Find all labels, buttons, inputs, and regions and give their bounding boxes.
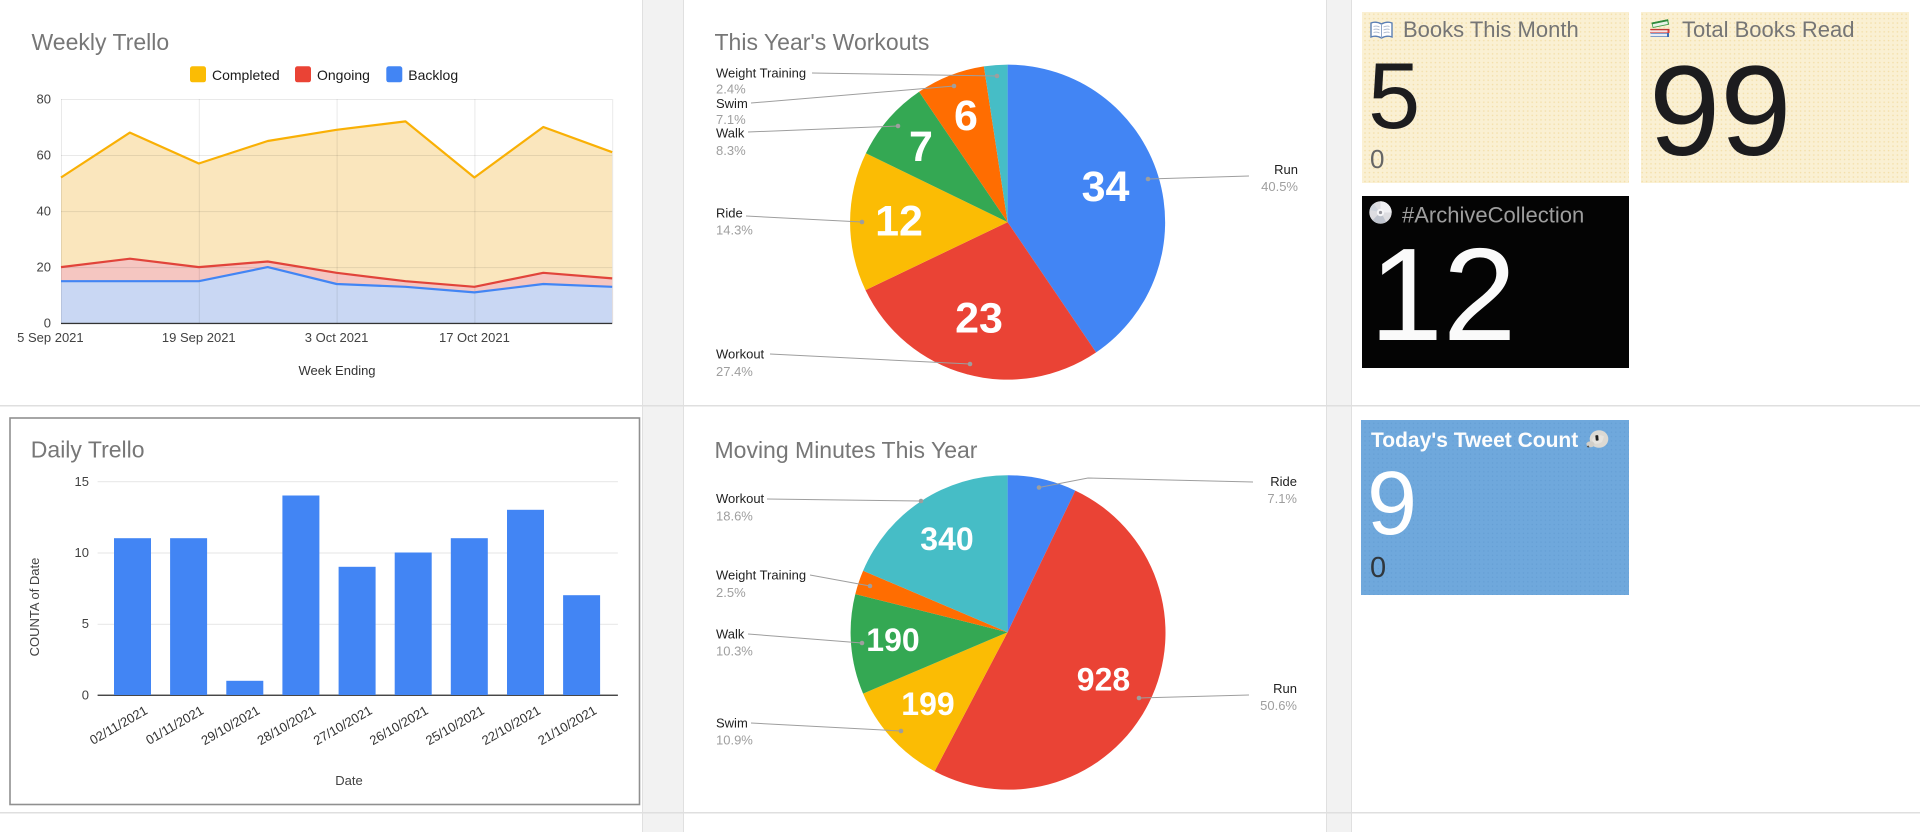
- svg-text:99: 99: [1649, 40, 1791, 183]
- svg-text:Today's Tweet Count: Today's Tweet Count: [1371, 429, 1578, 452]
- svg-text:Run: Run: [1274, 162, 1298, 177]
- svg-text:#ArchiveCollection: #ArchiveCollection: [1402, 203, 1584, 228]
- svg-text:10.3%: 10.3%: [716, 644, 753, 659]
- svg-text:25/10/2021: 25/10/2021: [423, 703, 487, 749]
- svg-text:Total Books Read: Total Books Read: [1682, 17, 1854, 42]
- svg-text:Moving Minutes This Year: Moving Minutes This Year: [715, 437, 978, 463]
- svg-text:8.3%: 8.3%: [716, 143, 746, 158]
- svg-text:Completed: Completed: [212, 67, 280, 83]
- svg-text:Swim: Swim: [716, 716, 748, 731]
- svg-text:0: 0: [1370, 144, 1384, 174]
- svg-text:Date: Date: [335, 773, 362, 788]
- svg-text:Walk: Walk: [716, 627, 745, 642]
- svg-text:0: 0: [44, 316, 51, 331]
- svg-text:9: 9: [1367, 454, 1417, 554]
- svg-text:19 Sep 2021: 19 Sep 2021: [162, 330, 236, 345]
- svg-text:18.6%: 18.6%: [716, 509, 753, 524]
- svg-text:12: 12: [1370, 221, 1517, 368]
- svg-text:02/11/2021: 02/11/2021: [87, 703, 150, 748]
- svg-text:Ride: Ride: [716, 206, 743, 221]
- svg-text:6: 6: [954, 92, 978, 140]
- svg-text:10: 10: [75, 545, 89, 560]
- svg-text:Weight Training: Weight Training: [716, 66, 806, 81]
- svg-text:5: 5: [1368, 43, 1420, 148]
- svg-text:7: 7: [909, 123, 933, 171]
- svg-text:Run: Run: [1273, 681, 1297, 696]
- svg-text:26/10/2021: 26/10/2021: [367, 703, 431, 749]
- svg-text:5: 5: [82, 616, 89, 631]
- svg-text:17 Oct 2021: 17 Oct 2021: [439, 330, 510, 345]
- svg-text:40.5%: 40.5%: [1261, 179, 1298, 194]
- svg-text:0: 0: [82, 688, 89, 703]
- svg-text:3 Oct 2021: 3 Oct 2021: [305, 330, 369, 345]
- svg-text:28/10/2021: 28/10/2021: [255, 703, 319, 749]
- svg-text:29/10/2021: 29/10/2021: [198, 703, 262, 749]
- svg-text:22/10/2021: 22/10/2021: [479, 703, 543, 749]
- svg-text:40: 40: [37, 204, 51, 219]
- svg-text:50.6%: 50.6%: [1260, 698, 1297, 713]
- svg-text:5 Sep 2021: 5 Sep 2021: [17, 330, 84, 345]
- svg-text:01/11/2021: 01/11/2021: [143, 703, 206, 748]
- svg-text:60: 60: [37, 148, 51, 163]
- svg-text:7.1%: 7.1%: [1267, 491, 1297, 506]
- svg-text:Swim: Swim: [716, 96, 748, 111]
- svg-text:199: 199: [901, 686, 954, 722]
- svg-text:20: 20: [37, 260, 51, 275]
- svg-text:Ride: Ride: [1270, 474, 1297, 489]
- svg-text:Workout: Workout: [716, 491, 765, 506]
- svg-text:COUNTA of Date: COUNTA of Date: [27, 558, 42, 657]
- svg-text:Books This Month: Books This Month: [1403, 17, 1579, 42]
- svg-text:Weight Training: Weight Training: [716, 568, 806, 583]
- svg-text:12: 12: [875, 198, 923, 246]
- svg-text:0: 0: [1370, 552, 1386, 584]
- svg-text:Daily Trello: Daily Trello: [31, 437, 145, 463]
- svg-text:7.1%: 7.1%: [716, 112, 746, 127]
- svg-text:340: 340: [920, 521, 973, 557]
- svg-text:This Year's Workouts: This Year's Workouts: [715, 29, 930, 55]
- svg-text:27.4%: 27.4%: [716, 364, 753, 379]
- svg-text:2.4%: 2.4%: [716, 82, 746, 97]
- svg-text:Ongoing: Ongoing: [317, 67, 370, 83]
- svg-text:Week Ending: Week Ending: [298, 363, 375, 378]
- svg-text:27/10/2021: 27/10/2021: [311, 703, 375, 749]
- svg-text:Workout: Workout: [716, 347, 765, 362]
- svg-text:15: 15: [75, 474, 89, 489]
- svg-text:Backlog: Backlog: [408, 67, 458, 83]
- svg-text:Weekly Trello: Weekly Trello: [32, 29, 170, 55]
- svg-text:Walk: Walk: [716, 126, 745, 141]
- svg-text:2.5%: 2.5%: [716, 585, 746, 600]
- svg-text:80: 80: [37, 92, 51, 107]
- svg-text:928: 928: [1077, 662, 1130, 698]
- svg-text:14.3%: 14.3%: [716, 223, 753, 238]
- svg-text:23: 23: [955, 295, 1003, 343]
- svg-text:190: 190: [866, 622, 919, 658]
- svg-text:21/10/2021: 21/10/2021: [535, 703, 599, 749]
- svg-text:10.9%: 10.9%: [716, 733, 753, 748]
- svg-text:34: 34: [1082, 163, 1130, 211]
